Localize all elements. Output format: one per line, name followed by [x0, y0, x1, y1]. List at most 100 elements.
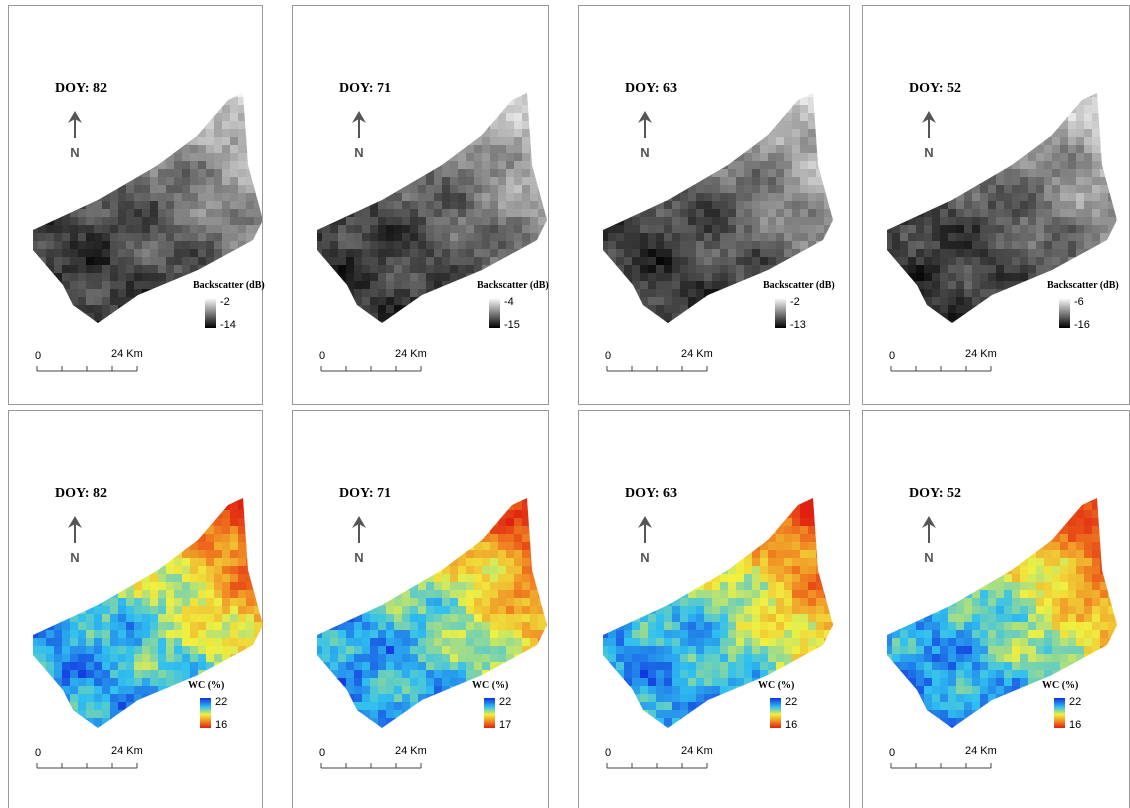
raster-cell — [158, 582, 167, 591]
raster-cell — [506, 161, 515, 170]
raster-cell — [632, 233, 641, 242]
raster-cell — [230, 678, 239, 687]
raster-cell — [688, 177, 697, 186]
raster-cell — [86, 606, 95, 615]
raster-cell — [466, 225, 475, 234]
raster-cell — [198, 598, 207, 607]
raster-cell — [816, 161, 825, 170]
raster-cell — [490, 225, 499, 234]
raster-cell — [458, 574, 467, 583]
raster-cell — [110, 313, 119, 322]
raster-cell — [466, 494, 475, 503]
raster-cell — [330, 289, 339, 298]
raster-cell — [362, 177, 371, 186]
raster-cell — [150, 121, 159, 130]
raster-cell — [656, 97, 665, 106]
raster-cell — [174, 121, 183, 130]
raster-cell — [262, 694, 271, 703]
raster-cell — [752, 137, 761, 146]
raster-cell — [916, 97, 925, 106]
raster-cell — [1028, 241, 1037, 250]
raster-cell — [118, 510, 127, 519]
raster-cell — [704, 177, 713, 186]
raster-cell — [158, 305, 167, 314]
raster-cell — [972, 281, 981, 290]
raster-cell — [190, 670, 199, 679]
raster-cell — [1012, 297, 1021, 306]
raster-cell — [466, 113, 475, 122]
raster-cell — [402, 129, 411, 138]
raster-cell — [158, 257, 167, 266]
raster-cell — [426, 177, 435, 186]
raster-cell — [166, 646, 175, 655]
raster-cell — [78, 638, 87, 647]
raster-cell — [1092, 225, 1101, 234]
raster-cell — [314, 201, 323, 210]
raster-cell — [964, 281, 973, 290]
raster-cell — [616, 265, 625, 274]
raster-cell — [46, 614, 55, 623]
raster-cell — [394, 233, 403, 242]
raster-cell — [680, 249, 689, 258]
raster-cell — [150, 694, 159, 703]
raster-cell — [126, 273, 135, 282]
raster-cell — [30, 510, 39, 519]
raster-cell — [768, 225, 777, 234]
raster-cell — [262, 137, 271, 146]
raster-cell — [506, 121, 515, 130]
raster-cell — [760, 217, 769, 226]
raster-cell — [490, 574, 499, 583]
raster-cell — [538, 129, 547, 138]
raster-cell — [956, 273, 965, 282]
raster-cell — [1092, 153, 1101, 162]
raster-cell — [222, 97, 231, 106]
raster-cell — [142, 566, 151, 575]
raster-cell — [222, 646, 231, 655]
raster-cell — [206, 558, 215, 567]
raster-cell — [402, 305, 411, 314]
raster-cell — [402, 582, 411, 591]
raster-cell — [206, 510, 215, 519]
raster-cell — [30, 257, 39, 266]
raster-cell — [720, 89, 729, 98]
raster-cell — [102, 606, 111, 615]
raster-cell — [230, 686, 239, 695]
raster-cell — [238, 518, 247, 527]
raster-cell — [1004, 145, 1013, 154]
raster-cell — [956, 137, 965, 146]
raster-cell — [38, 622, 47, 631]
raster-cell — [166, 590, 175, 599]
raster-cell — [538, 225, 547, 234]
raster-cell — [506, 518, 515, 527]
raster-cell — [322, 558, 331, 567]
raster-cell — [792, 225, 801, 234]
raster-cell — [972, 105, 981, 114]
raster-cell — [38, 305, 47, 314]
raster-cell — [158, 217, 167, 226]
raster-cell — [410, 582, 419, 591]
raster-cell — [546, 518, 555, 527]
raster-cell — [608, 321, 617, 330]
raster-cell — [1044, 113, 1053, 122]
raster-cell — [948, 257, 957, 266]
raster-cell — [434, 313, 443, 322]
raster-cell — [134, 209, 143, 218]
raster-cell — [78, 305, 87, 314]
raster-cell — [474, 169, 483, 178]
raster-cell — [522, 201, 531, 210]
raster-cell — [1076, 209, 1085, 218]
raster-cell — [314, 281, 323, 290]
raster-cell — [538, 502, 547, 511]
raster-cell — [996, 153, 1005, 162]
raster-cell — [346, 145, 355, 154]
raster-cell — [102, 145, 111, 154]
raster-cell — [426, 225, 435, 234]
raster-cell — [110, 582, 119, 591]
raster-cell — [110, 273, 119, 282]
raster-cell — [908, 297, 917, 306]
raster-cell — [402, 97, 411, 106]
raster-cell — [752, 161, 761, 170]
raster-cell — [174, 566, 183, 575]
raster-cell — [522, 566, 531, 575]
raster-cell — [980, 97, 989, 106]
